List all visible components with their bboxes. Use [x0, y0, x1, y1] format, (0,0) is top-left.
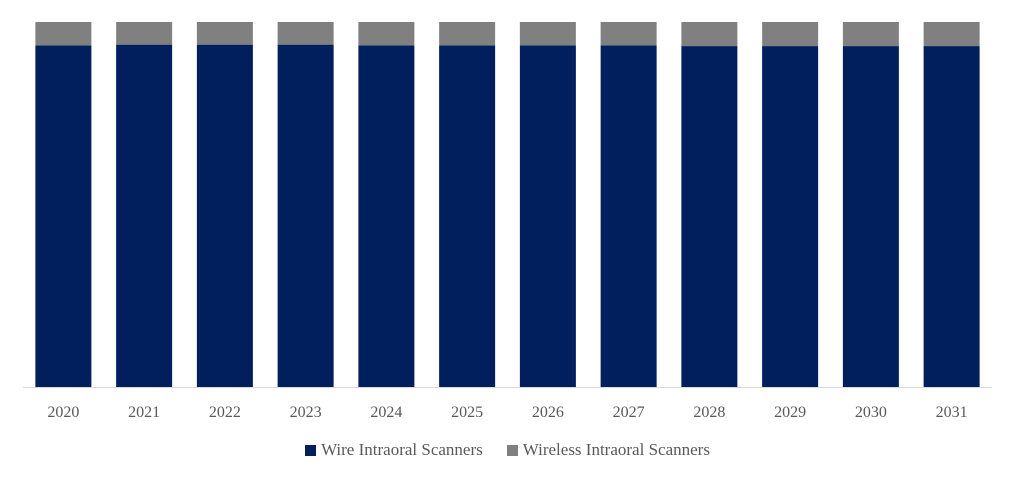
legend-label-wire: Wire Intraoral Scanners — [321, 440, 483, 459]
legend-label-wireless: Wireless Intraoral Scanners — [522, 440, 710, 459]
x-tick-label-2021: 2021 — [128, 404, 160, 421]
legend-swatch-wire — [305, 444, 317, 456]
x-tick-label-2020: 2020 — [47, 404, 79, 421]
x-tick-label-2028: 2028 — [693, 404, 725, 421]
bar-wireless-2022 — [196, 22, 253, 45]
x-tick-label-2023: 2023 — [290, 404, 322, 421]
legend-item-wireless: Wireless Intraoral Scanners — [506, 440, 710, 460]
bar-wireless-2026 — [519, 22, 576, 46]
legend: Wire Intraoral Scanners Wireless Intraor… — [0, 440, 1015, 460]
bar-wireless-2027 — [600, 22, 657, 46]
bar-wire-2022 — [196, 44, 253, 387]
x-tick-label-2025: 2025 — [451, 404, 483, 421]
bar-wireless-2029 — [762, 22, 819, 47]
x-tick-label-2026: 2026 — [532, 404, 564, 421]
x-tick-label-2029: 2029 — [774, 404, 806, 421]
bar-wireless-2031 — [923, 22, 980, 47]
bar-wire-2024 — [358, 45, 415, 388]
bar-wire-2029 — [762, 46, 819, 388]
bar-wire-2030 — [842, 46, 899, 388]
bar-wireless-2030 — [842, 22, 899, 47]
x-tick-label-2031: 2031 — [936, 404, 968, 421]
bar-wireless-2028 — [681, 22, 738, 47]
bar-wire-2025 — [439, 45, 496, 388]
legend-item-wire: Wire Intraoral Scanners — [305, 440, 483, 460]
x-tick-label-2030: 2030 — [855, 404, 887, 421]
bar-wire-2020 — [35, 45, 92, 388]
bar-wireless-2024 — [358, 22, 415, 46]
bar-wireless-2023 — [277, 22, 334, 45]
bar-wireless-2020 — [35, 22, 92, 46]
bar-wire-2026 — [519, 45, 576, 388]
bar-wireless-2021 — [116, 22, 173, 45]
bar-wire-2027 — [600, 45, 657, 388]
bar-wire-2028 — [681, 46, 738, 388]
bar-wire-2023 — [277, 44, 334, 387]
x-tick-label-2022: 2022 — [209, 404, 241, 421]
x-tick-label-2027: 2027 — [613, 404, 645, 421]
x-tick-labels: 2020 2021 2022 2023 2024 2025 2026 2027 2028 2029… — [47, 404, 967, 421]
legend-swatch-wireless — [506, 444, 518, 456]
bar-wireless-2025 — [439, 22, 496, 46]
bar-wire-2031 — [923, 46, 980, 388]
bar-wire-2021 — [116, 44, 173, 387]
x-tick-label-2024: 2024 — [370, 404, 402, 421]
bars-group — [35, 22, 980, 388]
